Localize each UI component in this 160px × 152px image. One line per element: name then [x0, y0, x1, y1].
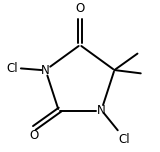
Text: N: N [41, 64, 50, 77]
Text: O: O [75, 2, 85, 15]
Text: N: N [97, 104, 106, 117]
Text: O: O [29, 129, 39, 142]
Text: Cl: Cl [119, 133, 130, 146]
Text: Cl: Cl [6, 62, 18, 75]
